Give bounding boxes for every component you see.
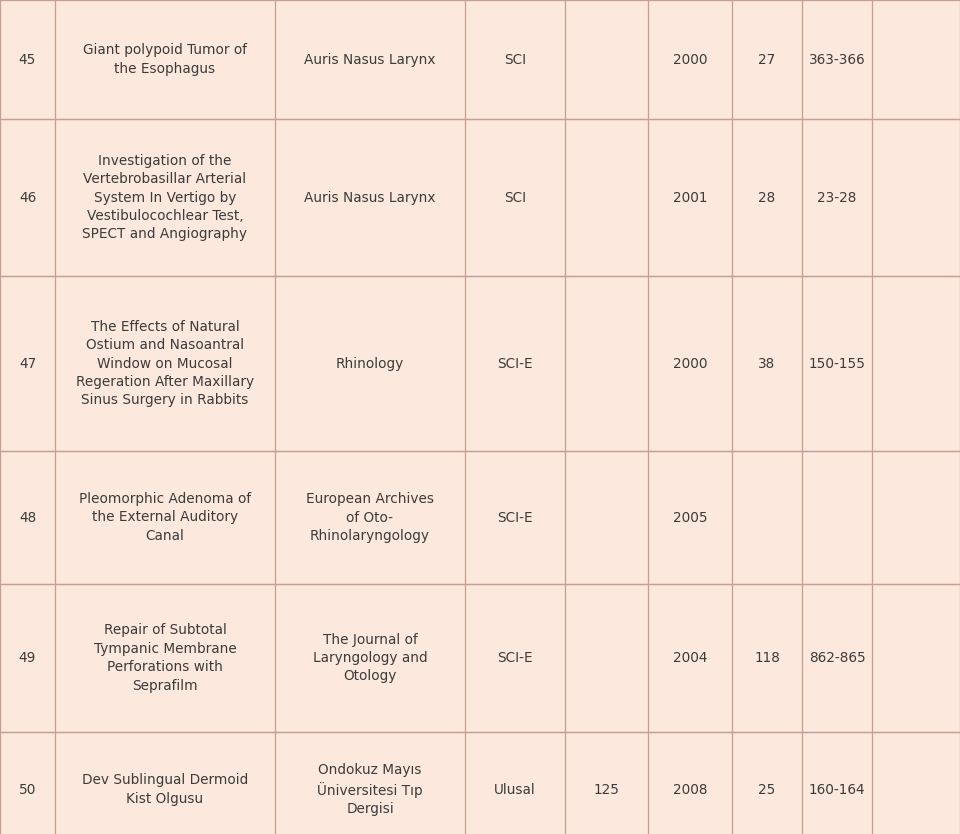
Text: 150-155: 150-155	[808, 356, 866, 370]
Text: 47: 47	[19, 356, 36, 370]
Text: 2001: 2001	[673, 190, 708, 204]
Text: 45: 45	[19, 53, 36, 67]
Text: 862-865: 862-865	[808, 651, 865, 665]
Text: Ulusal: Ulusal	[494, 782, 536, 796]
Text: 363-366: 363-366	[808, 53, 865, 67]
Text: Dev Sublingual Dermoid
Kist Olgusu: Dev Sublingual Dermoid Kist Olgusu	[82, 773, 248, 806]
Text: Ondokuz Mayıs
Üniversitesi Tıp
Dergisi: Ondokuz Mayıs Üniversitesi Tıp Dergisi	[317, 763, 422, 816]
Text: 38: 38	[758, 356, 776, 370]
Text: Pleomorphic Adenoma of
the External Auditory
Canal: Pleomorphic Adenoma of the External Audi…	[79, 492, 252, 543]
Text: 49: 49	[19, 651, 36, 665]
Bar	[0, 0, 960, 119]
Text: SCI: SCI	[504, 190, 526, 204]
Text: 2000: 2000	[673, 53, 708, 67]
Text: 2005: 2005	[673, 510, 708, 525]
Text: 27: 27	[758, 53, 776, 67]
Text: The Journal of
Laryngology and
Otology: The Journal of Laryngology and Otology	[313, 633, 427, 683]
Text: 48: 48	[19, 510, 36, 525]
Text: 2004: 2004	[673, 651, 708, 665]
Text: 50: 50	[19, 782, 36, 796]
Bar	[0, 584, 960, 732]
Text: SCI: SCI	[504, 53, 526, 67]
Bar	[0, 451, 960, 584]
Text: Rhinology: Rhinology	[336, 356, 404, 370]
Text: 160-164: 160-164	[808, 782, 865, 796]
Text: 23-28: 23-28	[817, 190, 856, 204]
Text: 46: 46	[19, 190, 36, 204]
Text: SCI-E: SCI-E	[497, 651, 533, 665]
Text: 125: 125	[593, 782, 619, 796]
Text: The Effects of Natural
Ostium and Nasoantral
Window on Mucosal
Regeration After : The Effects of Natural Ostium and Nasoan…	[76, 319, 254, 407]
Text: Giant polypoid Tumor of
the Esophagus: Giant polypoid Tumor of the Esophagus	[83, 43, 247, 76]
Bar	[0, 276, 960, 451]
Text: European Archives
of Oto-
Rhinolaryngology: European Archives of Oto- Rhinolaryngolo…	[306, 492, 434, 543]
Text: 25: 25	[758, 782, 776, 796]
Text: 28: 28	[758, 190, 776, 204]
Text: SCI-E: SCI-E	[497, 356, 533, 370]
Bar	[0, 119, 960, 276]
Text: Investigation of the
Vertebrobasillar Arterial
System In Vertigo by
Vestibulococ: Investigation of the Vertebrobasillar Ar…	[83, 153, 248, 241]
Text: SCI-E: SCI-E	[497, 510, 533, 525]
Bar	[0, 732, 960, 834]
Text: Repair of Subtotal
Tympanic Membrane
Perforations with
Seprafilm: Repair of Subtotal Tympanic Membrane Per…	[94, 623, 236, 692]
Text: 118: 118	[754, 651, 780, 665]
Text: 2000: 2000	[673, 356, 708, 370]
Text: Auris Nasus Larynx: Auris Nasus Larynx	[304, 190, 436, 204]
Text: 2008: 2008	[673, 782, 708, 796]
Text: Auris Nasus Larynx: Auris Nasus Larynx	[304, 53, 436, 67]
